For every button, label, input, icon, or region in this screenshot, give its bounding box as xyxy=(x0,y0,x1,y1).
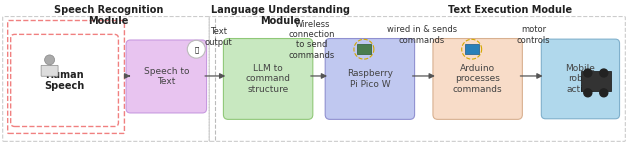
Text: Text Execution Module: Text Execution Module xyxy=(447,5,572,15)
Text: Human
Speech: Human Speech xyxy=(44,70,84,91)
Text: 🎙: 🎙 xyxy=(194,46,198,52)
Circle shape xyxy=(584,89,592,97)
Text: motor
controls: motor controls xyxy=(516,25,550,45)
FancyBboxPatch shape xyxy=(41,65,58,76)
Text: Mobile
robot
action: Mobile robot action xyxy=(566,64,595,94)
Text: Text
output: Text output xyxy=(204,27,232,47)
FancyBboxPatch shape xyxy=(541,39,620,119)
Circle shape xyxy=(584,69,592,77)
Text: Language Understanding
Module: Language Understanding Module xyxy=(211,5,349,26)
Bar xyxy=(465,44,479,54)
Circle shape xyxy=(600,69,608,77)
Bar xyxy=(581,71,611,91)
Circle shape xyxy=(45,55,54,65)
Circle shape xyxy=(600,89,608,97)
Bar xyxy=(357,44,371,54)
Circle shape xyxy=(188,40,205,58)
FancyBboxPatch shape xyxy=(126,40,207,113)
FancyBboxPatch shape xyxy=(433,39,522,119)
Text: wired in & sends
commands: wired in & sends commands xyxy=(387,25,457,45)
FancyBboxPatch shape xyxy=(223,39,313,119)
Text: Arduino
processes
commands: Arduino processes commands xyxy=(453,64,502,94)
Text: Speech Recognition
Module: Speech Recognition Module xyxy=(54,5,163,26)
FancyBboxPatch shape xyxy=(325,39,415,119)
Text: Raspberry
Pi Pico W: Raspberry Pi Pico W xyxy=(347,69,393,89)
FancyBboxPatch shape xyxy=(11,34,118,127)
Text: Wireless
connection
to send
commands: Wireless connection to send commands xyxy=(289,20,335,60)
Text: Speech to
Text: Speech to Text xyxy=(143,67,189,86)
Text: LLM to
command
structure: LLM to command structure xyxy=(246,64,291,94)
